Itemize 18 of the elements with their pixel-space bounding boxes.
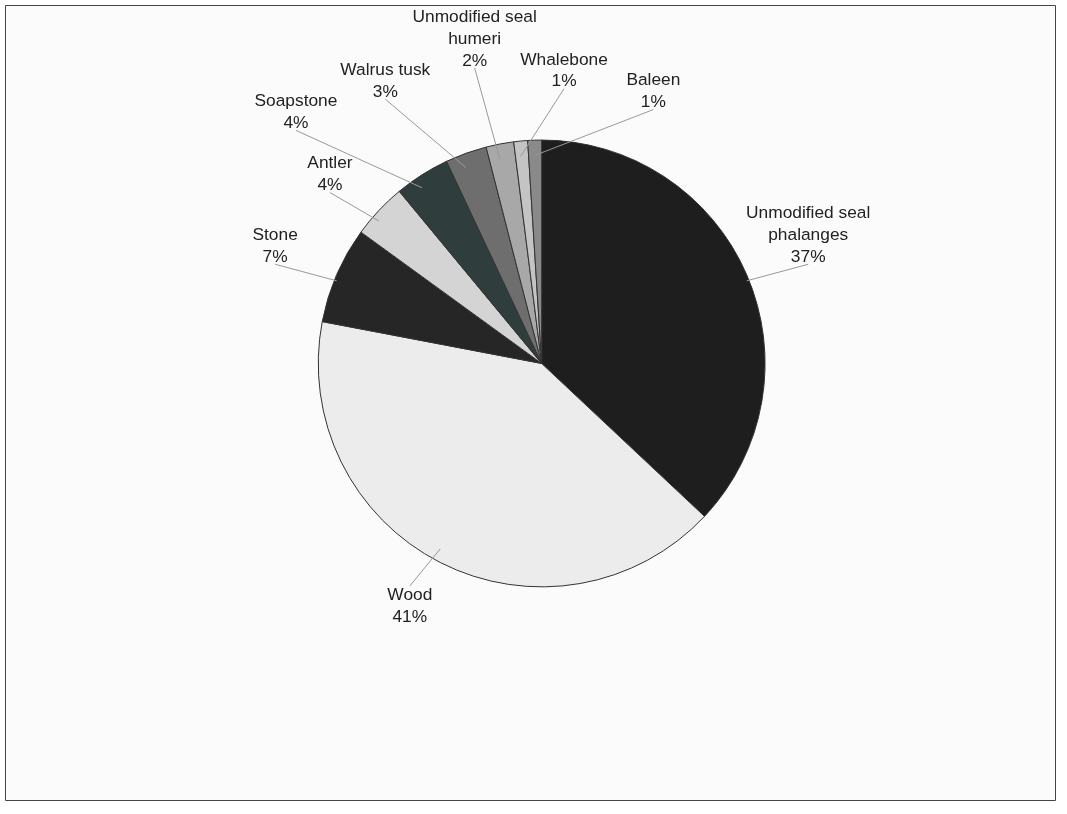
data-label: 37% [790, 245, 826, 266]
data-label: 3% [372, 80, 398, 101]
slice-label: Walrus tusk [340, 58, 431, 79]
slice-label: Unmodified seal phalanges [746, 202, 871, 245]
data-label: 7% [262, 245, 288, 266]
slice-label: Whalebone [520, 48, 608, 69]
data-label: 4% [317, 174, 343, 195]
data-label: 41% [392, 606, 428, 627]
slice-label: Antler [307, 152, 353, 173]
data-label: 1% [551, 70, 577, 91]
slice-label: Unmodified seal humeri [412, 5, 537, 48]
data-label: 2% [462, 49, 488, 70]
data-label: 1% [640, 91, 666, 112]
slice-label: Wood [387, 584, 433, 605]
slice-label: Soapstone [254, 90, 338, 111]
slice-label: Stone [252, 224, 298, 245]
data-label: 4% [283, 112, 309, 133]
slice-label: Baleen [626, 69, 681, 90]
